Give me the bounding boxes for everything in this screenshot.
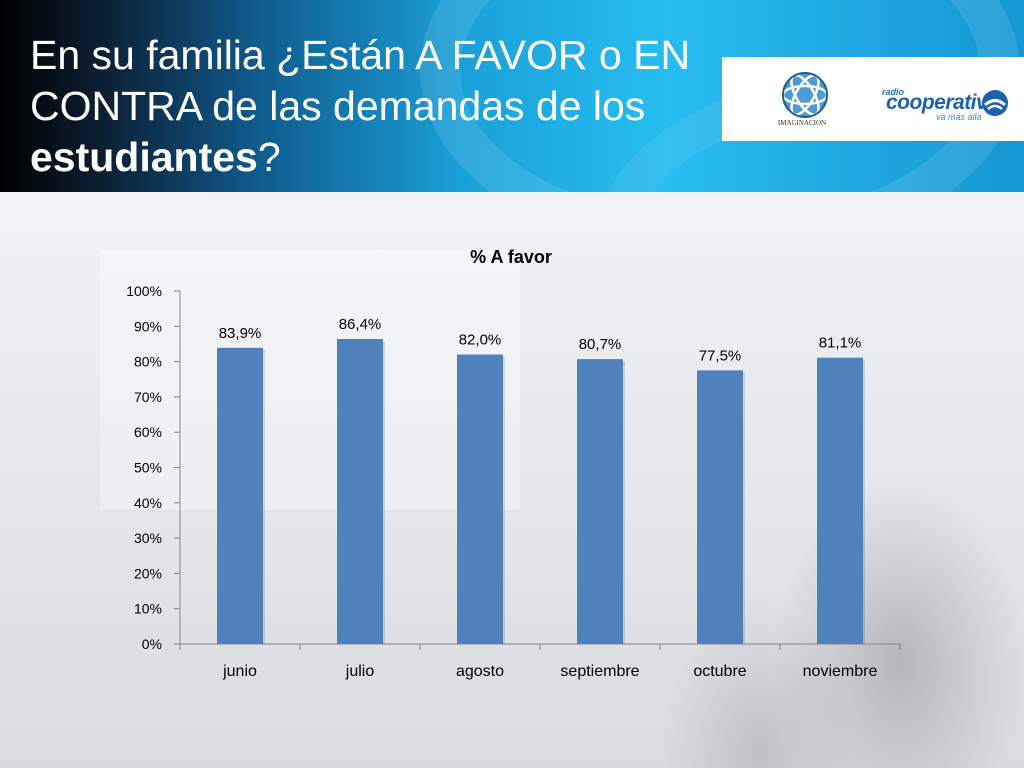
cooperativa-name-text: cooperativa — [886, 91, 999, 114]
y-tick-label: 60% — [134, 424, 162, 440]
cooperativa-wave-icon — [982, 90, 1008, 116]
chart-bars — [217, 339, 865, 644]
bar — [697, 370, 743, 644]
y-tick-label: 50% — [134, 460, 162, 476]
data-label: 81,1% — [819, 335, 862, 352]
x-tick-label: noviembre — [803, 663, 878, 680]
bar — [577, 359, 623, 644]
y-tick-label: 100% — [126, 283, 162, 299]
logo-box: IMAGINACION radio cooperativa va más all… — [722, 57, 1024, 141]
data-label: 80,7% — [579, 336, 622, 353]
cooperativa-tagline-text: va más allá — [936, 112, 982, 122]
y-tick-label: 70% — [134, 389, 162, 405]
chart-labels: 83,9% junio 86,4% julio 82,0% agosto 80,7% sept… — [219, 316, 878, 680]
slide-title: En su familia ¿Están A FAVOR o EN CONTRA… — [30, 30, 710, 183]
chart-title: % A favor — [470, 247, 552, 267]
y-tick-label: 10% — [134, 601, 162, 617]
imaginacion-logo-text: IMAGINACION — [777, 119, 827, 127]
y-tick-label: 0% — [142, 636, 162, 652]
bar — [817, 357, 863, 644]
bar — [337, 339, 383, 644]
cooperativa-radio-text: radio — [882, 87, 905, 97]
chart-axes: 0% 10% 20% 30% 40% 50% 60% 70% 80% 90% 100% — [126, 283, 901, 652]
y-tick-label: 90% — [134, 318, 162, 334]
slide-title-bold: estudiantes — [30, 134, 258, 180]
x-tick-label: septiembre — [560, 663, 639, 680]
data-label: 86,4% — [339, 316, 382, 333]
data-label: 83,9% — [219, 325, 262, 342]
y-tick-label: 20% — [134, 565, 162, 581]
data-label: 82,0% — [459, 332, 502, 349]
x-tick-label: julio — [345, 663, 375, 680]
y-tick-label: 30% — [134, 530, 162, 546]
slide-title-suffix: ? — [257, 134, 281, 180]
x-tick-label: junio — [222, 663, 257, 680]
background-panel — [100, 250, 520, 510]
x-tick-label: agosto — [456, 663, 504, 680]
bar — [457, 354, 503, 644]
y-tick-label: 80% — [134, 354, 162, 370]
data-label: 77,5% — [699, 347, 742, 364]
bar — [217, 347, 263, 644]
x-tick-label: octubre — [693, 663, 746, 680]
slide-title-text: En su familia ¿Están A FAVOR o EN CONTRA… — [30, 32, 691, 129]
y-tick-label: 40% — [134, 495, 162, 511]
imaginacion-globe-icon — [781, 72, 829, 118]
